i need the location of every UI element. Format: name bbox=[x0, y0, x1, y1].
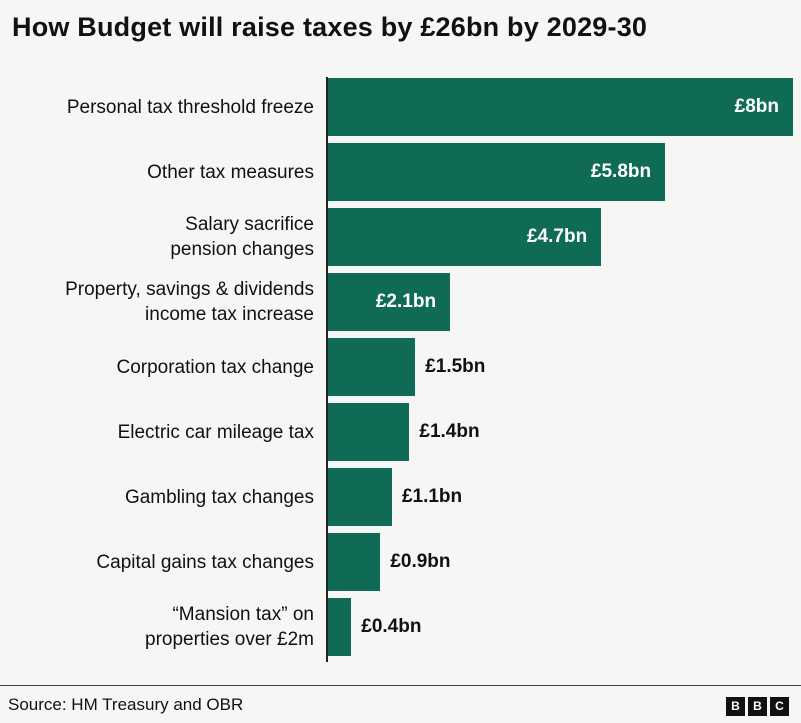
category-label: Gambling tax changes bbox=[4, 468, 314, 526]
category-label-line: Other tax measures bbox=[147, 161, 314, 183]
source-note: Source: HM Treasury and OBR bbox=[8, 695, 244, 714]
bar bbox=[328, 468, 392, 526]
chart-title: How Budget will raise taxes by £26bn by … bbox=[12, 12, 648, 42]
data-label: £1.5bn bbox=[425, 356, 486, 377]
data-label: £0.9bn bbox=[390, 551, 451, 572]
category-label: Capital gains tax changes bbox=[4, 533, 314, 591]
category-label-line: Gambling tax changes bbox=[124, 486, 314, 508]
category-label-line: Electric car mileage tax bbox=[117, 421, 314, 443]
category-label-line: Property, savings & dividends bbox=[65, 279, 314, 300]
category-label-line: “Mansion tax” on bbox=[172, 604, 314, 625]
category-label: “Mansion tax” on properties over £2m bbox=[4, 598, 314, 656]
bar bbox=[328, 273, 451, 331]
category-label-line: properties over £2m bbox=[145, 629, 314, 650]
bar bbox=[328, 533, 381, 591]
bar bbox=[328, 338, 416, 396]
bar bbox=[328, 143, 666, 201]
category-label-line: income tax increase bbox=[145, 304, 314, 325]
data-label: £8bn bbox=[734, 96, 779, 117]
footer-divider bbox=[0, 685, 801, 686]
data-label: £1.4bn bbox=[419, 421, 480, 442]
bar bbox=[328, 208, 602, 266]
data-label: £5.8bn bbox=[590, 161, 652, 182]
category-label: Salary sacrifice pension changes bbox=[4, 208, 314, 266]
data-label: £2.1bn bbox=[375, 291, 437, 312]
data-label: £4.7bn bbox=[526, 226, 588, 247]
logo-letter: B bbox=[726, 697, 745, 716]
y-axis-line bbox=[326, 77, 328, 662]
logo-letter: C bbox=[770, 697, 789, 716]
category-label: Corporation tax change bbox=[4, 338, 314, 396]
bar bbox=[328, 403, 410, 461]
logo-letter: B bbox=[748, 697, 767, 716]
category-label-line: Personal tax threshold freeze bbox=[66, 96, 314, 118]
data-label: £0.4bn bbox=[361, 616, 422, 637]
category-label-line: Capital gains tax changes bbox=[96, 551, 314, 573]
category-label: Other tax measures bbox=[4, 143, 314, 201]
bar bbox=[328, 598, 352, 656]
category-label-line: pension changes bbox=[170, 239, 314, 260]
category-label-line: Corporation tax change bbox=[116, 356, 314, 378]
category-label: Electric car mileage tax bbox=[4, 403, 314, 461]
category-label: Property, savings & dividends income tax … bbox=[4, 273, 314, 331]
data-label: £1.1bn bbox=[401, 486, 463, 507]
bbc-logo: B B C bbox=[726, 697, 789, 716]
category-label: Personal tax threshold freeze bbox=[4, 78, 314, 136]
bar bbox=[328, 78, 793, 136]
category-label-line: Salary sacrifice bbox=[185, 214, 314, 235]
